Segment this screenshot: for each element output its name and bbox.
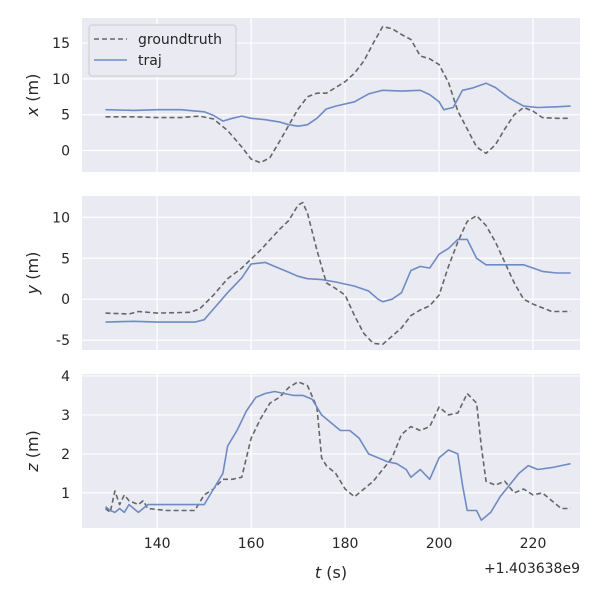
- x-tick-label: 180: [332, 536, 359, 552]
- x-tick-label: 200: [426, 536, 453, 552]
- y-tick-label: 0: [61, 144, 70, 160]
- y-tick-label: 5: [61, 251, 70, 267]
- legend-label-groundtruth: groundtruth: [138, 32, 222, 48]
- y-tick-label: 3: [61, 408, 70, 424]
- x-offset-text: +1.403638e9: [484, 561, 580, 577]
- y-tick-label: 4: [61, 369, 70, 385]
- subplot-z: 140 160 180 200 220 1 2 3 4 z (m) t (s) +1.403638e9: [23, 369, 580, 582]
- y-axis-label: x (m): [23, 74, 42, 118]
- y-axis-label: z (m): [23, 430, 42, 473]
- legend: groundtruth traj: [89, 25, 236, 76]
- y-tick-label: 15: [52, 36, 70, 52]
- legend-label-traj: traj: [138, 53, 162, 69]
- x-tick-label: 140: [144, 536, 171, 552]
- y-axis-label: y (m): [23, 252, 42, 296]
- y-tick-label: 5: [61, 108, 70, 124]
- y-tick-label: 1: [61, 486, 70, 502]
- x-tick-label: 220: [520, 536, 547, 552]
- y-tick-label: 10: [52, 210, 70, 226]
- y-tick-label: 10: [52, 72, 70, 88]
- x-axis-label: t (s): [315, 563, 347, 582]
- x-tick-label: 160: [238, 536, 265, 552]
- y-tick-label: -5: [56, 333, 70, 349]
- subplot-x: 0 5 10 15 x (m) groundtruth traj: [23, 18, 580, 172]
- subplot-y: -5 0 5 10 y (m): [23, 196, 580, 350]
- y-tick-label: 2: [61, 447, 70, 463]
- y-tick-label: 0: [61, 292, 70, 308]
